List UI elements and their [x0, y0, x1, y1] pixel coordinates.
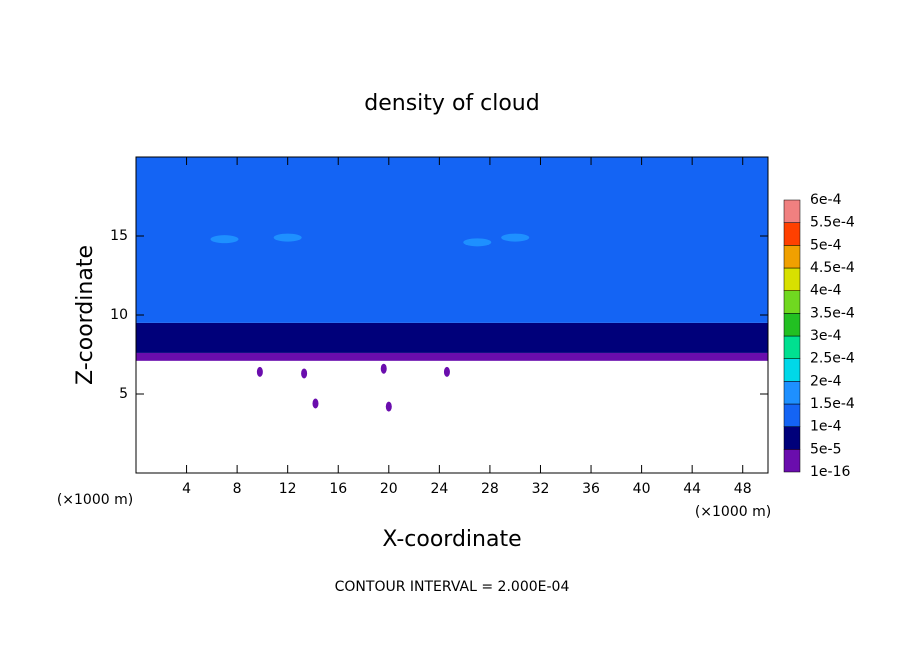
- x-tick-label: 32: [532, 481, 550, 497]
- x-tick-label: 12: [279, 481, 297, 497]
- y-tick-label: 15: [110, 228, 128, 244]
- x-tick-label: 4: [182, 481, 191, 497]
- contour-patch: [463, 238, 492, 247]
- x-tick-label: 16: [329, 481, 347, 497]
- contour-patch: [312, 398, 319, 409]
- x-axis-label: X-coordinate: [382, 527, 521, 552]
- x-tick-label: 40: [633, 481, 651, 497]
- y-axis-label: Z-coordinate: [73, 245, 98, 385]
- contour-patch: [301, 368, 308, 379]
- colorbar-label: 4.5e-4: [810, 260, 855, 276]
- colorbar-box: [783, 290, 801, 314]
- contour-patch: [210, 235, 239, 244]
- x-unit: (×1000 m): [695, 504, 771, 520]
- contour-band: [136, 352, 768, 361]
- x-tick-label: 24: [430, 481, 448, 497]
- y-tick-label: 10: [110, 307, 128, 323]
- x-tick-label: 44: [683, 481, 701, 497]
- colorbar-box: [783, 449, 801, 473]
- colorbar-box: [783, 245, 801, 269]
- contour-patch: [501, 233, 530, 242]
- contour-patch: [380, 363, 387, 374]
- colorbar-box: [783, 358, 801, 382]
- colorbar-label: 1e-4: [810, 419, 842, 435]
- colorbar-label: 5e-4: [810, 237, 842, 253]
- colorbar-box: [783, 403, 801, 427]
- colorbar-label: 5e-5: [810, 441, 841, 457]
- y-unit: (×1000 m): [57, 492, 133, 508]
- colorbar-label: 1e-16: [810, 464, 850, 480]
- x-tick-label: 48: [734, 481, 752, 497]
- y-tick-label: 5: [119, 386, 128, 402]
- colorbar-box: [783, 313, 801, 337]
- colorbar-label: 3e-4: [810, 328, 842, 344]
- colorbar-label: 6e-4: [810, 192, 842, 208]
- x-tick-label: 28: [481, 481, 499, 497]
- contour-band: [136, 322, 768, 353]
- chart-title: density of cloud: [364, 91, 539, 116]
- colorbar-label: 1.5e-4: [810, 396, 855, 412]
- contour-patch: [443, 366, 450, 377]
- colorbar-label: 2e-4: [810, 373, 842, 389]
- colorbar-box: [783, 426, 801, 450]
- contour-patch: [273, 233, 302, 242]
- colorbar-label: 5.5e-4: [810, 215, 855, 231]
- colorbar-box: [783, 222, 801, 246]
- colorbar-box: [783, 199, 801, 223]
- colorbar-label: 4e-4: [810, 283, 842, 299]
- footnote: CONTOUR INTERVAL = 2.000E-04: [335, 579, 570, 595]
- x-tick-label: 8: [233, 481, 242, 497]
- x-tick-label: 36: [582, 481, 600, 497]
- contour-patch: [385, 401, 392, 412]
- colorbar-box: [783, 335, 801, 359]
- contour-band: [136, 157, 768, 323]
- colorbar-label: 3.5e-4: [810, 305, 855, 321]
- colorbar-box: [783, 267, 801, 291]
- contour-patch: [256, 366, 263, 377]
- colorbar-label: 2.5e-4: [810, 351, 855, 367]
- x-tick-label: 20: [380, 481, 398, 497]
- colorbar-box: [783, 381, 801, 405]
